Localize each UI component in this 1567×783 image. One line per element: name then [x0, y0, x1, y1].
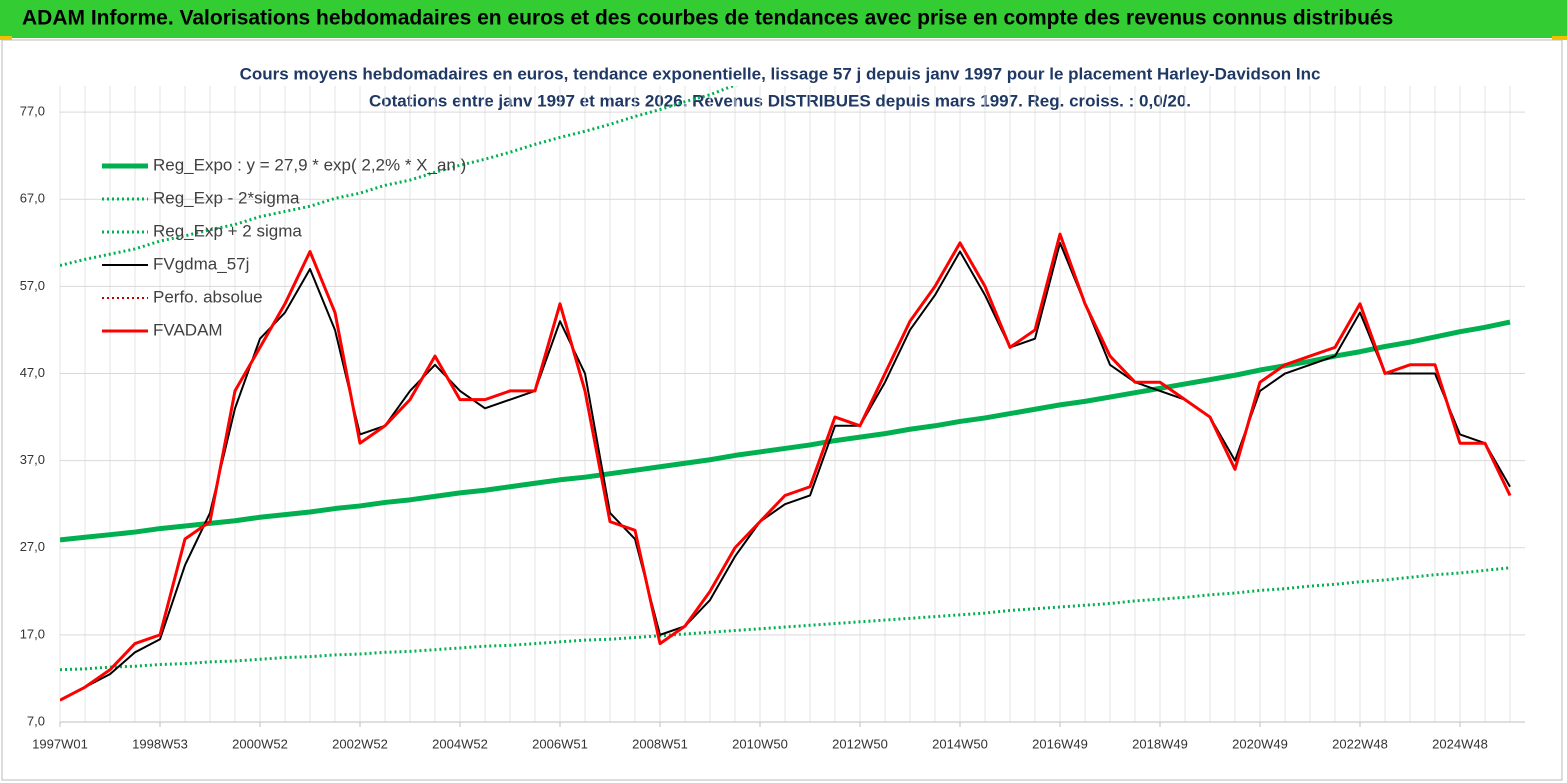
x-tick-label: 2004W52 — [432, 736, 488, 751]
y-tick-label: 17,0 — [20, 626, 45, 641]
chart-title: Cours moyens hebdomadaires en euros, ten… — [240, 64, 1321, 83]
header-accent — [1552, 36, 1567, 40]
chart-subtitle: Cotations entre janv 1997 et mars 2026. … — [369, 91, 1191, 110]
x-tick-label: 1997W01 — [32, 736, 88, 751]
header-title: ADAM Informe. Valorisations hebdomadaire… — [22, 7, 1393, 30]
y-tick-label: 77,0 — [20, 104, 45, 119]
x-tick-label: 2012W50 — [832, 736, 888, 751]
x-tick-label: 2006W51 — [532, 736, 588, 751]
x-tick-label: 2002W52 — [332, 736, 388, 751]
x-tick-label: 2022W48 — [1332, 736, 1388, 751]
y-tick-label: 37,0 — [20, 452, 45, 467]
x-tick-label: 2024W48 — [1432, 736, 1488, 751]
x-tick-label: 2010W50 — [732, 736, 788, 751]
y-tick-label: 47,0 — [20, 365, 45, 380]
y-tick-label: 57,0 — [20, 278, 45, 293]
legend-label: Reg_Expo : y = 27,9 * exp( 2,2% * X_an ) — [153, 155, 466, 174]
header-bar — [0, 0, 1567, 38]
x-tick-label: 2018W49 — [1132, 736, 1188, 751]
y-tick-label: 7,0 — [27, 713, 45, 728]
series-line — [60, 566, 1511, 672]
series-line — [60, 232, 1512, 702]
legend-label: Reg_Exp - 2*sigma — [153, 188, 300, 207]
legend-label: Reg_Exp + 2 sigma — [153, 221, 302, 240]
plot-area — [60, 86, 1512, 702]
x-tick-label: 2016W49 — [1032, 736, 1088, 751]
y-tick-label: 27,0 — [20, 539, 45, 554]
legend-label: FVgdma_57j — [153, 254, 249, 273]
legend-label: Perfo. absolue — [153, 287, 263, 306]
x-tick-label: 2020W49 — [1232, 736, 1288, 751]
x-tick-label: 1998W53 — [132, 736, 188, 751]
x-tick-label: 2000W52 — [232, 736, 288, 751]
series-line — [60, 319, 1511, 543]
x-tick-label: 2014W50 — [932, 736, 988, 751]
header-accent — [0, 36, 12, 40]
x-tick-label: 2008W51 — [632, 736, 688, 751]
y-tick-label: 67,0 — [20, 191, 45, 206]
series-line — [60, 241, 1511, 702]
legend-label: FVADAM — [153, 320, 223, 339]
chart-border — [1, 39, 1563, 781]
